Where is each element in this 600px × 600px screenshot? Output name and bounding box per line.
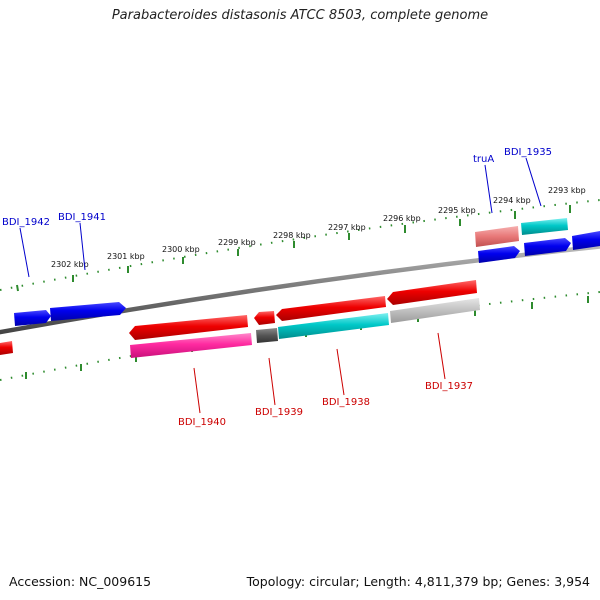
leader-truA [484,164,493,214]
gene-truA-feature[interactable] [475,226,519,247]
label-bdi-1938[interactable]: BDI_1938 [322,397,370,408]
leader-bdi-1935 [525,157,542,207]
label-truA[interactable]: truA [473,154,494,165]
tick-label: 2302 kbp [51,260,89,269]
tick-label: 2295 kbp [438,206,476,215]
leader-bdi-1938 [336,348,345,396]
gene-labels: BDI_1942 BDI_1941 truA BDI_1935 BDI_1940… [2,147,552,428]
label-bdi-1942[interactable]: BDI_1942 [2,217,50,228]
genome-summary-text: Topology: circular; Length: 4,811,379 bp… [246,574,590,589]
gene-bdi-1938[interactable] [276,296,386,321]
label-bdi-1940[interactable]: BDI_1940 [178,417,226,428]
gene-bdi-1940[interactable] [129,315,248,340]
leader-bdi-1941 [79,222,86,271]
kbp-labels: 2302 kbp 2301 kbp 2300 kbp 2299 kbp 2298… [51,186,586,269]
label-bdi-1935[interactable]: BDI_1935 [504,147,552,158]
map-title: Parabacteroides distasonis ATCC 8503, co… [111,8,489,23]
gene-bdi-1937[interactable] [387,280,477,305]
leader-bdi-1939 [268,357,276,406]
tick-label: 2296 kbp [383,214,421,223]
outer-tick-ring [0,199,600,292]
genome-backbone [0,244,600,335]
tick-label: 2297 kbp [328,223,366,232]
tick-label: 2301 kbp [107,252,145,261]
tick-mark [16,284,19,292]
gene-truA[interactable] [478,246,520,263]
gene-bdi-1941[interactable] [50,302,126,321]
leader-bdi-1937 [437,332,446,380]
tick-label: 2298 kbp [273,231,311,240]
accession-text: Accession: NC_009615 [9,574,152,589]
label-bdi-1939[interactable]: BDI_1939 [255,407,303,418]
tick-label: 2299 kbp [218,238,256,247]
gene-prev-reverse[interactable] [0,341,13,355]
label-bdi-1941[interactable]: BDI_1941 [58,212,106,223]
gene-bdi-1939[interactable] [254,311,275,325]
leader-bdi-1942 [19,227,30,278]
reverse-strand [0,280,480,358]
tick-label: 2293 kbp [548,186,586,195]
leader-lines [19,157,542,414]
gene-bdi-1935[interactable] [524,238,571,256]
gene-bdi-1935-feature[interactable] [521,218,568,235]
gene-bdi-1939-feature[interactable] [256,328,278,343]
forward-strand [14,218,600,326]
gene-bdi-1942[interactable] [14,310,51,326]
leader-bdi-1940 [193,367,201,414]
tick-label: 2300 kbp [162,245,200,254]
gene-bdi-1938-feature[interactable] [278,313,389,339]
label-bdi-1937[interactable]: BDI_1937 [425,381,473,392]
gene-bdi-1937-feature[interactable] [390,298,480,323]
gene-bdi-1940-feature[interactable] [130,333,252,358]
tick-label: 2294 kbp [493,196,531,205]
gene-next-forward[interactable] [572,231,600,250]
